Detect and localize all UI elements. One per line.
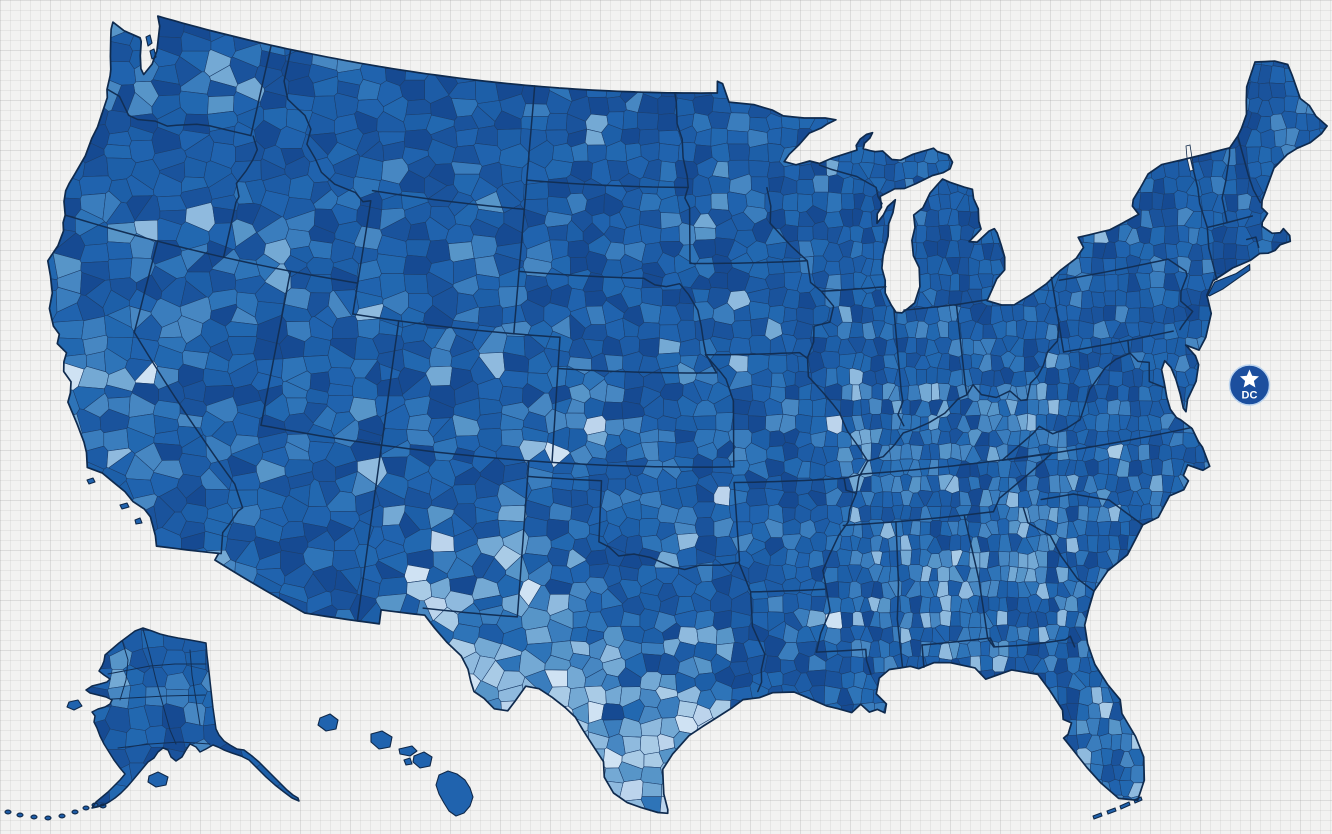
svg-text:DC: DC xyxy=(1242,390,1258,402)
